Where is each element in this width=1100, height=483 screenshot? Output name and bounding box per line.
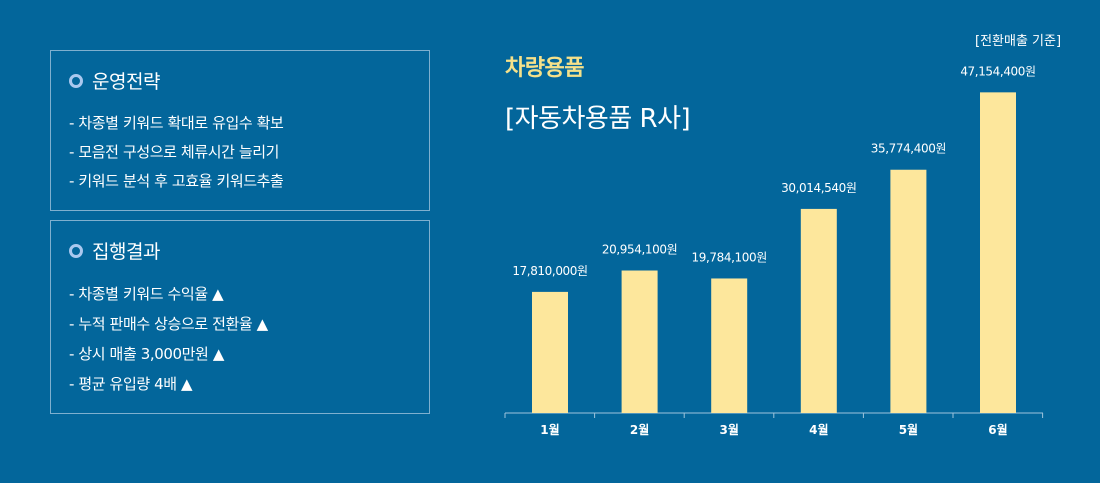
x-tick-label: 3월	[720, 422, 739, 437]
chart-subtitle: [자동차용품 R사]	[505, 104, 691, 134]
results-item: - 차종별 키워드 수익율 ▲	[69, 285, 224, 303]
x-tick-label: 4월	[809, 422, 828, 437]
results-item: - 상시 매출 3,000만원 ▲	[69, 345, 224, 363]
x-tick-label: 5월	[899, 422, 918, 437]
bar-value-label: 35,774,400원	[871, 142, 946, 156]
x-tick-label: 2월	[630, 422, 649, 437]
bar-value-label: 47,154,400원	[960, 64, 1035, 78]
bar-value-label: 20,954,100원	[602, 243, 677, 257]
results-title: 집행결과	[92, 241, 160, 263]
bar-value-label: 17,810,000원	[512, 264, 587, 278]
strategy-item: - 모음전 구성으로 체류시간 늘리기	[69, 143, 280, 161]
results-header: 집행결과	[69, 237, 160, 264]
chart-title: 차량용품	[505, 56, 584, 81]
strategy-item: - 차종별 키워드 확대로 유입수 확보	[69, 114, 284, 132]
strategy-item: - 키워드 분석 후 고효율 키워드추출	[69, 172, 284, 190]
bar	[621, 270, 658, 413]
bar-value-label: 19,784,100원	[692, 250, 767, 264]
results-item: - 누적 판매수 상승으로 전환율 ▲	[69, 315, 268, 333]
x-tick-label: 1월	[540, 422, 559, 437]
strategy-panel: 운영전략 - 차종별 키워드 확대로 유입수 확보 - 모음전 구성으로 체류시…	[50, 50, 430, 211]
bar	[711, 278, 748, 413]
results-panel: 집행결과 - 차종별 키워드 수익율 ▲ - 누적 판매수 상승으로 전환율 ▲…	[50, 220, 430, 414]
bar	[532, 291, 568, 413]
results-list: - 차종별 키워드 수익율 ▲ - 누적 판매수 상승으로 전환율 ▲ - 상시…	[69, 284, 268, 404]
x-tick-label: 6월	[988, 422, 1007, 437]
circle-bullet-icon	[69, 243, 83, 258]
bar	[800, 208, 837, 413]
bar-value-label: 30,014,540원	[781, 181, 856, 195]
strategy-list: - 차종별 키워드 확대로 유입수 확보 - 모음전 구성으로 체류시간 늘리기…	[69, 113, 284, 200]
results-item: - 평균 유입량 4배 ▲	[69, 375, 193, 393]
bar	[890, 169, 927, 413]
strategy-title: 운영전략	[92, 71, 160, 93]
bar	[980, 92, 1016, 413]
chart-note: [전환매출 기준]	[975, 34, 1062, 49]
strategy-header: 운영전략	[69, 67, 160, 94]
circle-bullet-icon	[69, 73, 83, 88]
